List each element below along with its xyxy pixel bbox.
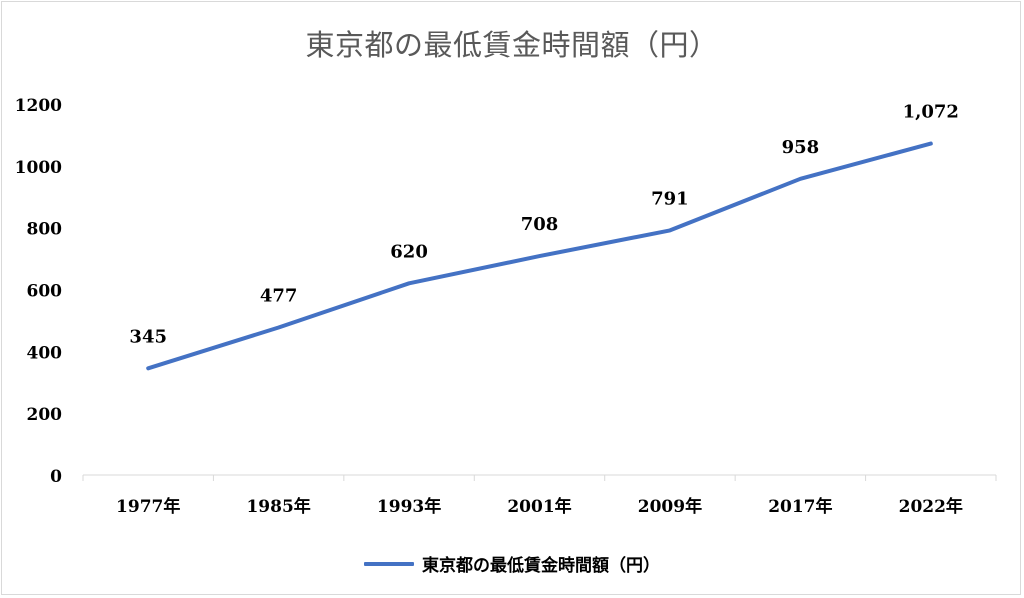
data-label: 477 — [260, 286, 298, 307]
y-tick-label: 1000 — [15, 158, 62, 178]
x-tick-label: 1993年 — [377, 496, 441, 517]
y-tick-label: 400 — [27, 343, 63, 363]
y-tick-label: 200 — [27, 405, 63, 425]
series-line — [146, 141, 933, 371]
data-label: 708 — [521, 214, 559, 235]
y-tick-label: 800 — [27, 220, 63, 240]
x-tick-label: 2009年 — [638, 496, 702, 517]
data-label: 1,072 — [903, 102, 959, 123]
y-tick-label: 600 — [27, 282, 63, 302]
legend-label: 東京都の最低賃金時間額（円） — [422, 556, 660, 576]
x-tick-label: 1977年 — [116, 496, 180, 517]
chart-title: 東京都の最低賃金時間額（円） — [305, 28, 719, 62]
legend-swatch — [364, 561, 414, 566]
data-label: 345 — [129, 326, 167, 347]
data-label: 958 — [782, 137, 820, 158]
chart-legend: 東京都の最低賃金時間額（円） — [0, 551, 1024, 576]
x-tick-label: 2001年 — [507, 496, 571, 517]
x-tick-label: 1985年 — [246, 496, 310, 517]
x-tick-label: 2017年 — [768, 496, 832, 517]
y-tick-label: 0 — [50, 467, 62, 487]
data-label: 620 — [390, 241, 428, 262]
y-tick-label: 1200 — [15, 96, 62, 116]
data-label: 791 — [651, 188, 689, 209]
x-tick-label: 2022年 — [899, 496, 963, 517]
